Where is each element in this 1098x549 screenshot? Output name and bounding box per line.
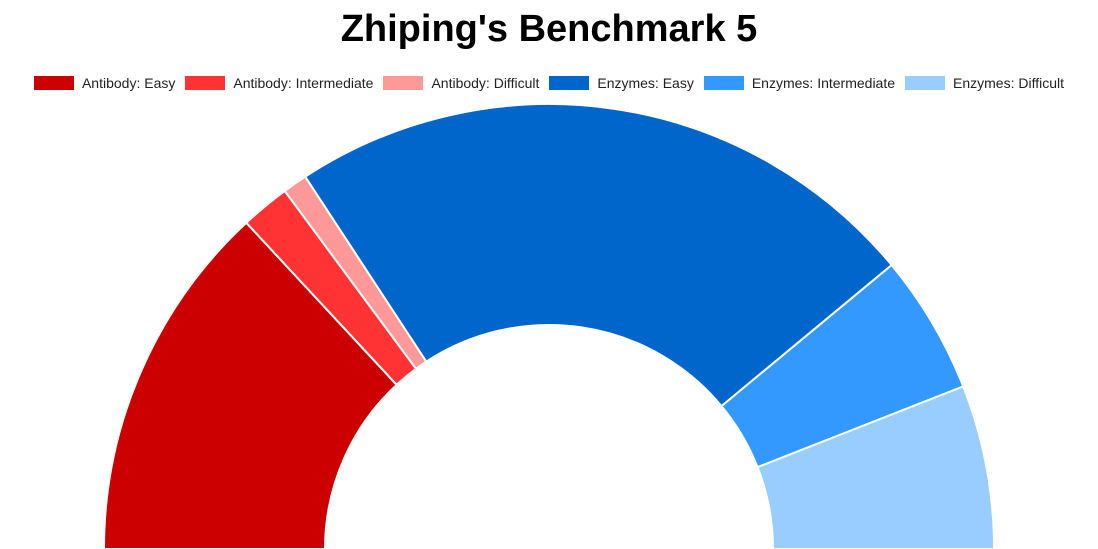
slice-enzymes-easy[interactable] (303, 103, 894, 408)
legend-item[interactable]: Antibody: Difficult (383, 75, 539, 91)
legend-item[interactable]: Antibody: Intermediate (185, 75, 373, 91)
chart-title: Zhiping's Benchmark 5 (340, 8, 758, 50)
legend-swatch (703, 76, 744, 90)
legend-label: Antibody: Difficult (431, 75, 540, 91)
legend-swatch (33, 76, 74, 90)
legend-swatch (185, 76, 226, 90)
legend-label: Antibody: Intermediate (233, 75, 374, 91)
legend-swatch (549, 76, 590, 90)
legend-item[interactable]: Antibody: Easy (33, 75, 176, 91)
legend-label: Enzymes: Intermediate (751, 75, 896, 91)
legend-swatch (383, 76, 424, 90)
legend-item[interactable]: Enzymes: Difficult (905, 75, 1064, 91)
legend-swatch (905, 76, 946, 90)
slice-antibody-easy[interactable] (102, 221, 399, 549)
legend: Antibody: Easy Antibody: Intermediate Anti… (0, 75, 1098, 91)
legend-item[interactable]: Enzymes: Intermediate (703, 75, 896, 91)
legend-label: Antibody: Easy (81, 75, 176, 91)
legend-item[interactable]: Enzymes: Easy (549, 75, 694, 91)
legend-label: Enzymes: Difficult (953, 75, 1065, 91)
legend-label: Enzymes: Easy (597, 75, 694, 91)
